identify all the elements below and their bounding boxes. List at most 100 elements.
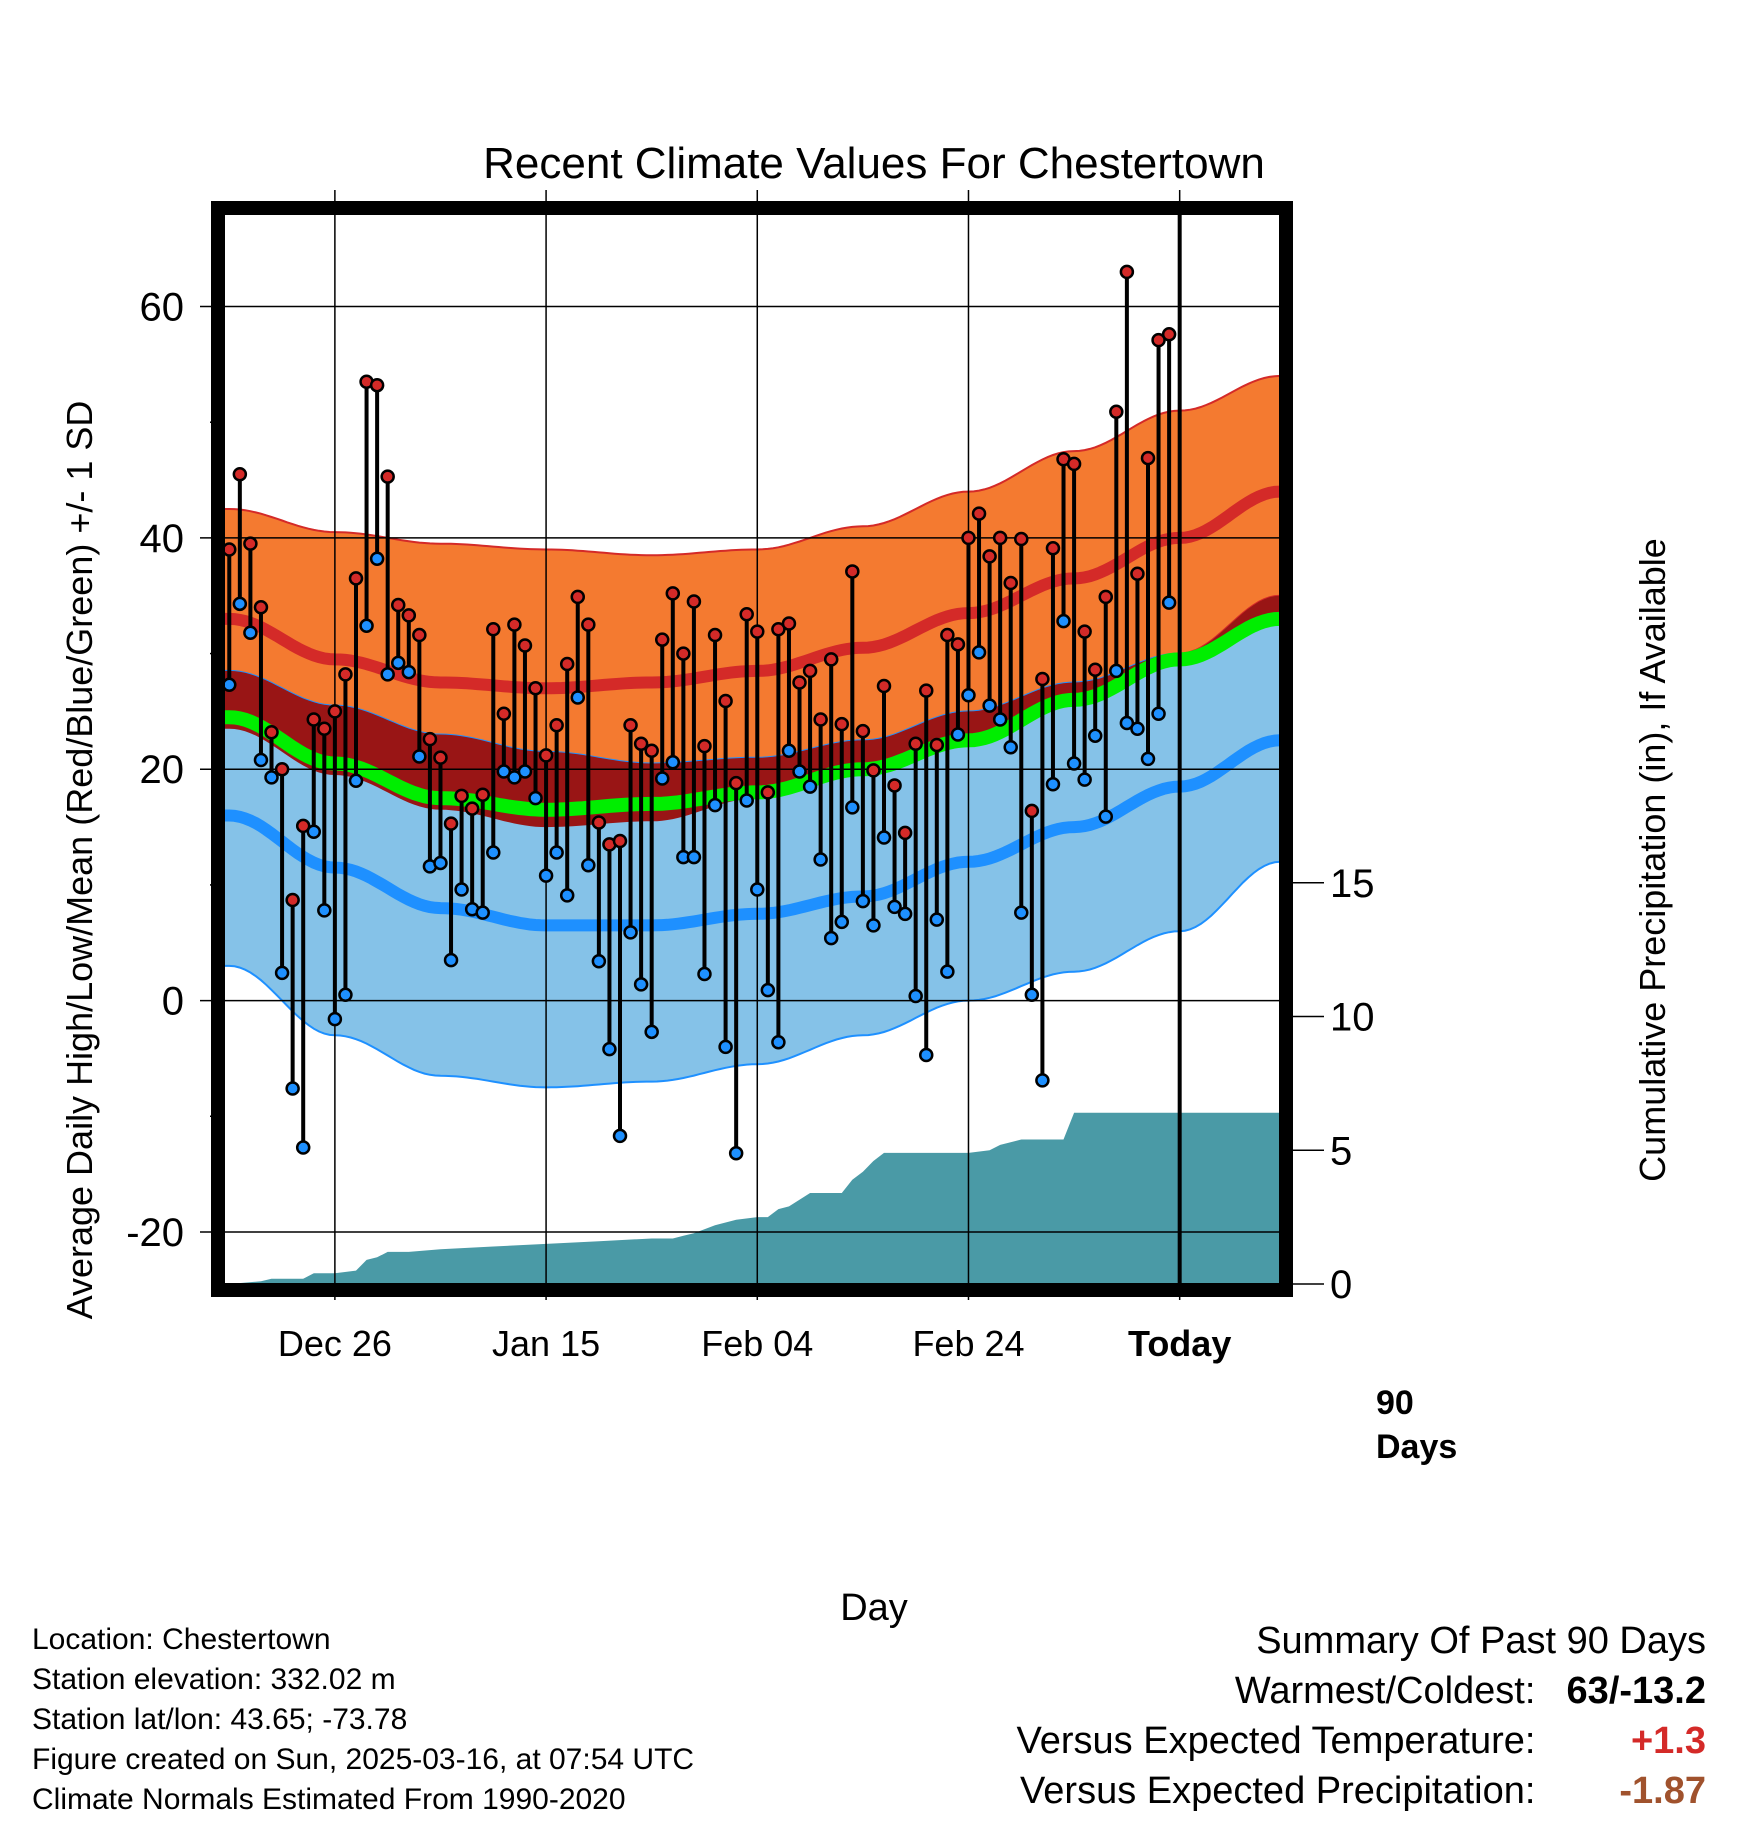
- high-temp-point: [1045, 541, 1061, 556]
- high-temp-point: [802, 663, 818, 679]
- station-latlon: Station lat/lon: 43.65; -73.78: [32, 1703, 408, 1736]
- high-temp-point: [274, 761, 290, 777]
- today-label-days: Days: [1376, 1428, 1457, 1466]
- high-temp-point: [718, 693, 733, 709]
- high-temp-point: [971, 506, 987, 521]
- low-temp-point: [475, 905, 490, 920]
- x-tick-label: Today: [1128, 1323, 1231, 1364]
- low-temp-point: [295, 1140, 311, 1155]
- summary-warmest-row: Warmest/Coldest: 63/-13.2: [1017, 1666, 1706, 1716]
- low-temp-point: [359, 618, 374, 634]
- low-temp-point: [380, 667, 395, 682]
- high-temp-point: [1003, 575, 1018, 591]
- high-temp-point: [929, 737, 945, 753]
- high-temp-point: [1098, 589, 1114, 605]
- high-temp-point: [1087, 662, 1103, 678]
- low-temp-point: [792, 764, 807, 779]
- high-temp-point: [581, 617, 596, 632]
- high-temp-point: [1066, 456, 1082, 472]
- low-temp-point: [486, 845, 501, 860]
- temp-anomaly-label: Versus Expected Temperature:: [1016, 1720, 1536, 1762]
- y2-tick-label: 0: [1330, 1263, 1352, 1307]
- low-temp-point: [971, 645, 987, 660]
- low-temp-point: [654, 771, 670, 786]
- high-temp-point: [823, 652, 839, 667]
- low-temp-point: [317, 903, 332, 918]
- low-temp-point: [433, 855, 448, 871]
- high-temp-point: [1151, 332, 1166, 348]
- high-temp-point: [232, 467, 248, 482]
- low-temp-point: [665, 755, 681, 770]
- high-temp-point: [760, 785, 776, 800]
- high-temp-point: [1140, 450, 1156, 466]
- y2-axis-label: Cumulative Precipitation (in), If Availa…: [1632, 538, 1673, 1182]
- high-temp-point: [570, 589, 586, 605]
- x-axis-label: Day: [840, 1587, 908, 1629]
- high-temp-point: [549, 718, 564, 733]
- low-temp-point: [222, 677, 237, 693]
- high-temp-point: [707, 627, 723, 643]
- high-temp-point: [950, 637, 966, 652]
- low-temp-point: [369, 551, 385, 566]
- high-temp-point: [496, 706, 512, 721]
- low-temp-point: [264, 770, 279, 785]
- high-temp-point: [612, 833, 628, 849]
- high-temp-point: [813, 712, 828, 727]
- low-temp-point: [1003, 740, 1018, 755]
- high-temp-point: [908, 736, 923, 752]
- low-temp-point: [1130, 721, 1145, 737]
- low-temp-point: [992, 712, 1008, 727]
- high-temp-point: [243, 536, 258, 551]
- high-temp-point: [781, 616, 797, 631]
- low-temp-point: [401, 664, 417, 680]
- y-tick-label: 60: [140, 286, 185, 330]
- high-temp-point: [317, 721, 332, 737]
- plot-frame: [211, 201, 1293, 1297]
- high-temp-point: [686, 594, 702, 609]
- high-temp-point: [982, 549, 997, 564]
- temp-anomaly-value: +1.3: [1630, 1720, 1706, 1762]
- summary-heading: Summary Of Past 90 Days: [1256, 1620, 1706, 1662]
- low-temp-point: [876, 830, 892, 845]
- high-temp-point: [855, 723, 871, 739]
- y-axis-label: Average Daily High/Low/Mean (Red/Blue/Gr…: [59, 401, 100, 1320]
- low-temp-point: [327, 1011, 343, 1027]
- low-temp-point: [1024, 987, 1040, 1003]
- y2-tick-label: 5: [1330, 1129, 1352, 1173]
- y-tick-label: 40: [140, 517, 185, 561]
- low-temp-point: [750, 882, 765, 897]
- low-temp-point: [517, 764, 533, 779]
- y-tick-label: 20: [140, 748, 185, 792]
- low-temp-point: [633, 977, 649, 992]
- low-temp-point: [887, 899, 902, 915]
- low-temp-point: [961, 687, 976, 703]
- high-temp-point: [918, 683, 934, 698]
- low-temp-point: [1045, 777, 1061, 792]
- low-temp-point: [697, 966, 712, 982]
- low-temp-point: [1056, 613, 1071, 629]
- low-temp-point: [274, 965, 290, 981]
- low-temp-point: [771, 1034, 786, 1050]
- high-temp-point: [390, 597, 406, 613]
- normal-high-line: [224, 485, 1280, 695]
- x-tick-label: Feb 24: [912, 1323, 1024, 1364]
- low-temp-point: [443, 952, 459, 968]
- low-temp-point: [559, 888, 575, 903]
- low-temp-point: [781, 743, 797, 758]
- station-info: Location: Chestertown Station elevation:…: [32, 1620, 694, 1820]
- low-temp-point: [866, 918, 881, 933]
- figure-created: Figure created on Sun, 2025-03-16, at 07…: [32, 1743, 695, 1776]
- low-temp-point: [591, 954, 607, 969]
- high-temp-point: [845, 564, 860, 579]
- low-temp-point: [813, 852, 828, 867]
- low-temp-point: [253, 752, 269, 768]
- high-temp-point: [1077, 624, 1092, 639]
- high-temp-point: [750, 624, 765, 639]
- high-temp-point: [538, 748, 554, 763]
- low-temp-point: [718, 1039, 733, 1055]
- high-temp-point: [834, 716, 850, 732]
- high-temp-point: [422, 731, 438, 747]
- high-temp-point: [401, 608, 417, 623]
- low-temp-point: [1087, 728, 1103, 743]
